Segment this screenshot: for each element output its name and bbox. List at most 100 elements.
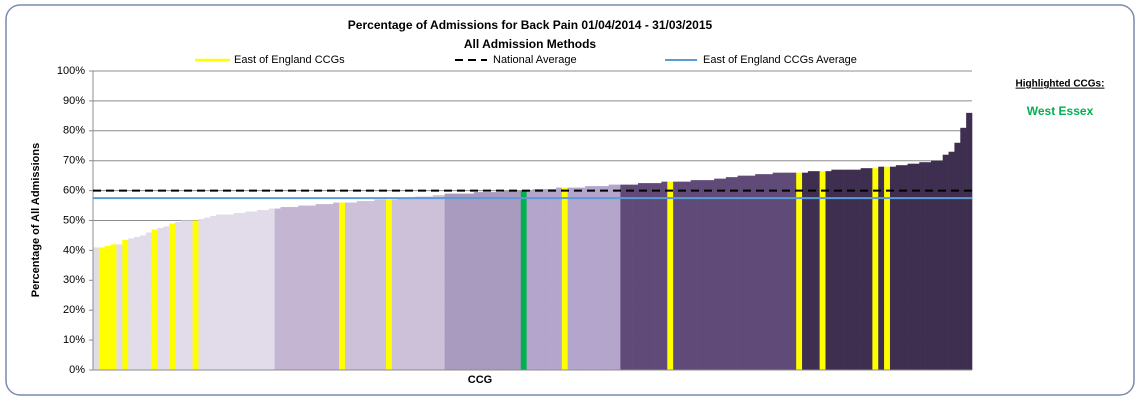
bar bbox=[895, 165, 902, 370]
bar bbox=[526, 190, 533, 370]
bar bbox=[245, 211, 252, 370]
bar bbox=[872, 168, 879, 370]
bar bbox=[509, 190, 516, 370]
y-tick-label: 50% bbox=[63, 214, 85, 226]
bar bbox=[585, 186, 592, 370]
bar bbox=[93, 247, 100, 370]
bar bbox=[784, 172, 791, 370]
bar bbox=[221, 214, 229, 370]
bar bbox=[720, 178, 727, 370]
highlighted-ccg: West Essex bbox=[1027, 104, 1094, 118]
bar bbox=[925, 162, 932, 370]
bar bbox=[550, 189, 557, 370]
bar bbox=[889, 166, 897, 370]
bar bbox=[380, 199, 387, 370]
bar bbox=[192, 220, 199, 370]
bar bbox=[679, 181, 686, 370]
bar bbox=[649, 183, 656, 370]
y-tick-label: 70% bbox=[63, 155, 85, 167]
bar bbox=[98, 247, 106, 370]
bar bbox=[667, 181, 674, 370]
bar bbox=[427, 196, 434, 370]
bar bbox=[608, 184, 615, 370]
y-tick-label: 90% bbox=[63, 95, 85, 107]
legend-label: National Average bbox=[493, 54, 577, 66]
bar bbox=[831, 169, 838, 370]
bar bbox=[901, 165, 908, 370]
bar bbox=[825, 171, 832, 370]
bar bbox=[725, 177, 733, 370]
bar bbox=[567, 187, 574, 370]
x-axis-label: CCG bbox=[468, 374, 492, 386]
bar bbox=[110, 244, 117, 370]
bar bbox=[134, 236, 141, 370]
highlight-title: Highlighted CCGs: bbox=[1016, 79, 1105, 90]
bar bbox=[374, 199, 381, 370]
bar bbox=[409, 198, 416, 370]
bar bbox=[714, 178, 721, 370]
bar bbox=[954, 142, 961, 370]
bar bbox=[538, 189, 545, 370]
bar bbox=[696, 180, 703, 370]
legend-label: East of England CCGs bbox=[234, 54, 345, 66]
bar bbox=[116, 244, 123, 370]
bar bbox=[643, 183, 650, 370]
y-tick-label: 10% bbox=[63, 334, 85, 346]
bar bbox=[198, 219, 205, 370]
bar bbox=[438, 195, 445, 370]
bar bbox=[268, 208, 275, 370]
bar bbox=[632, 184, 639, 370]
y-tick-label: 30% bbox=[63, 274, 85, 286]
bar bbox=[966, 112, 973, 371]
bar bbox=[854, 169, 861, 370]
bar bbox=[286, 207, 293, 370]
bar bbox=[802, 172, 809, 370]
bar bbox=[122, 239, 129, 370]
bar bbox=[280, 207, 287, 370]
bar bbox=[684, 181, 692, 370]
bar bbox=[456, 193, 463, 370]
bar bbox=[749, 175, 756, 370]
bar bbox=[807, 171, 815, 370]
bar bbox=[942, 154, 949, 370]
bar bbox=[819, 171, 826, 370]
bar bbox=[333, 202, 340, 370]
bar bbox=[848, 169, 856, 370]
bar bbox=[661, 181, 668, 370]
bar bbox=[479, 192, 486, 370]
bar bbox=[579, 187, 586, 370]
bar bbox=[169, 223, 176, 370]
bar bbox=[397, 198, 404, 370]
y-axis-label: Percentage of All Admissions bbox=[30, 143, 42, 297]
bar bbox=[919, 162, 926, 370]
bar bbox=[503, 190, 510, 370]
bar bbox=[837, 169, 844, 370]
bar bbox=[907, 163, 914, 370]
y-tick-label: 100% bbox=[57, 65, 85, 77]
bar bbox=[327, 204, 334, 370]
bar bbox=[415, 196, 422, 370]
bar bbox=[843, 169, 850, 370]
bar bbox=[813, 171, 820, 370]
bar bbox=[626, 184, 633, 370]
bar bbox=[421, 196, 428, 370]
bar bbox=[368, 201, 375, 370]
bar bbox=[274, 208, 281, 370]
bar bbox=[227, 214, 234, 370]
bar bbox=[766, 174, 774, 370]
bar bbox=[180, 220, 188, 370]
bar bbox=[573, 187, 580, 370]
chart-subtitle: All Admission Methods bbox=[464, 37, 597, 51]
y-tick-label: 40% bbox=[63, 244, 85, 256]
bar bbox=[778, 172, 785, 370]
bar bbox=[655, 183, 662, 370]
bar bbox=[790, 172, 797, 370]
bar bbox=[356, 201, 363, 370]
bar bbox=[321, 204, 328, 370]
bar bbox=[262, 210, 270, 370]
bar bbox=[737, 175, 744, 370]
bar bbox=[473, 192, 481, 370]
bar bbox=[497, 192, 504, 370]
bar bbox=[948, 151, 955, 370]
